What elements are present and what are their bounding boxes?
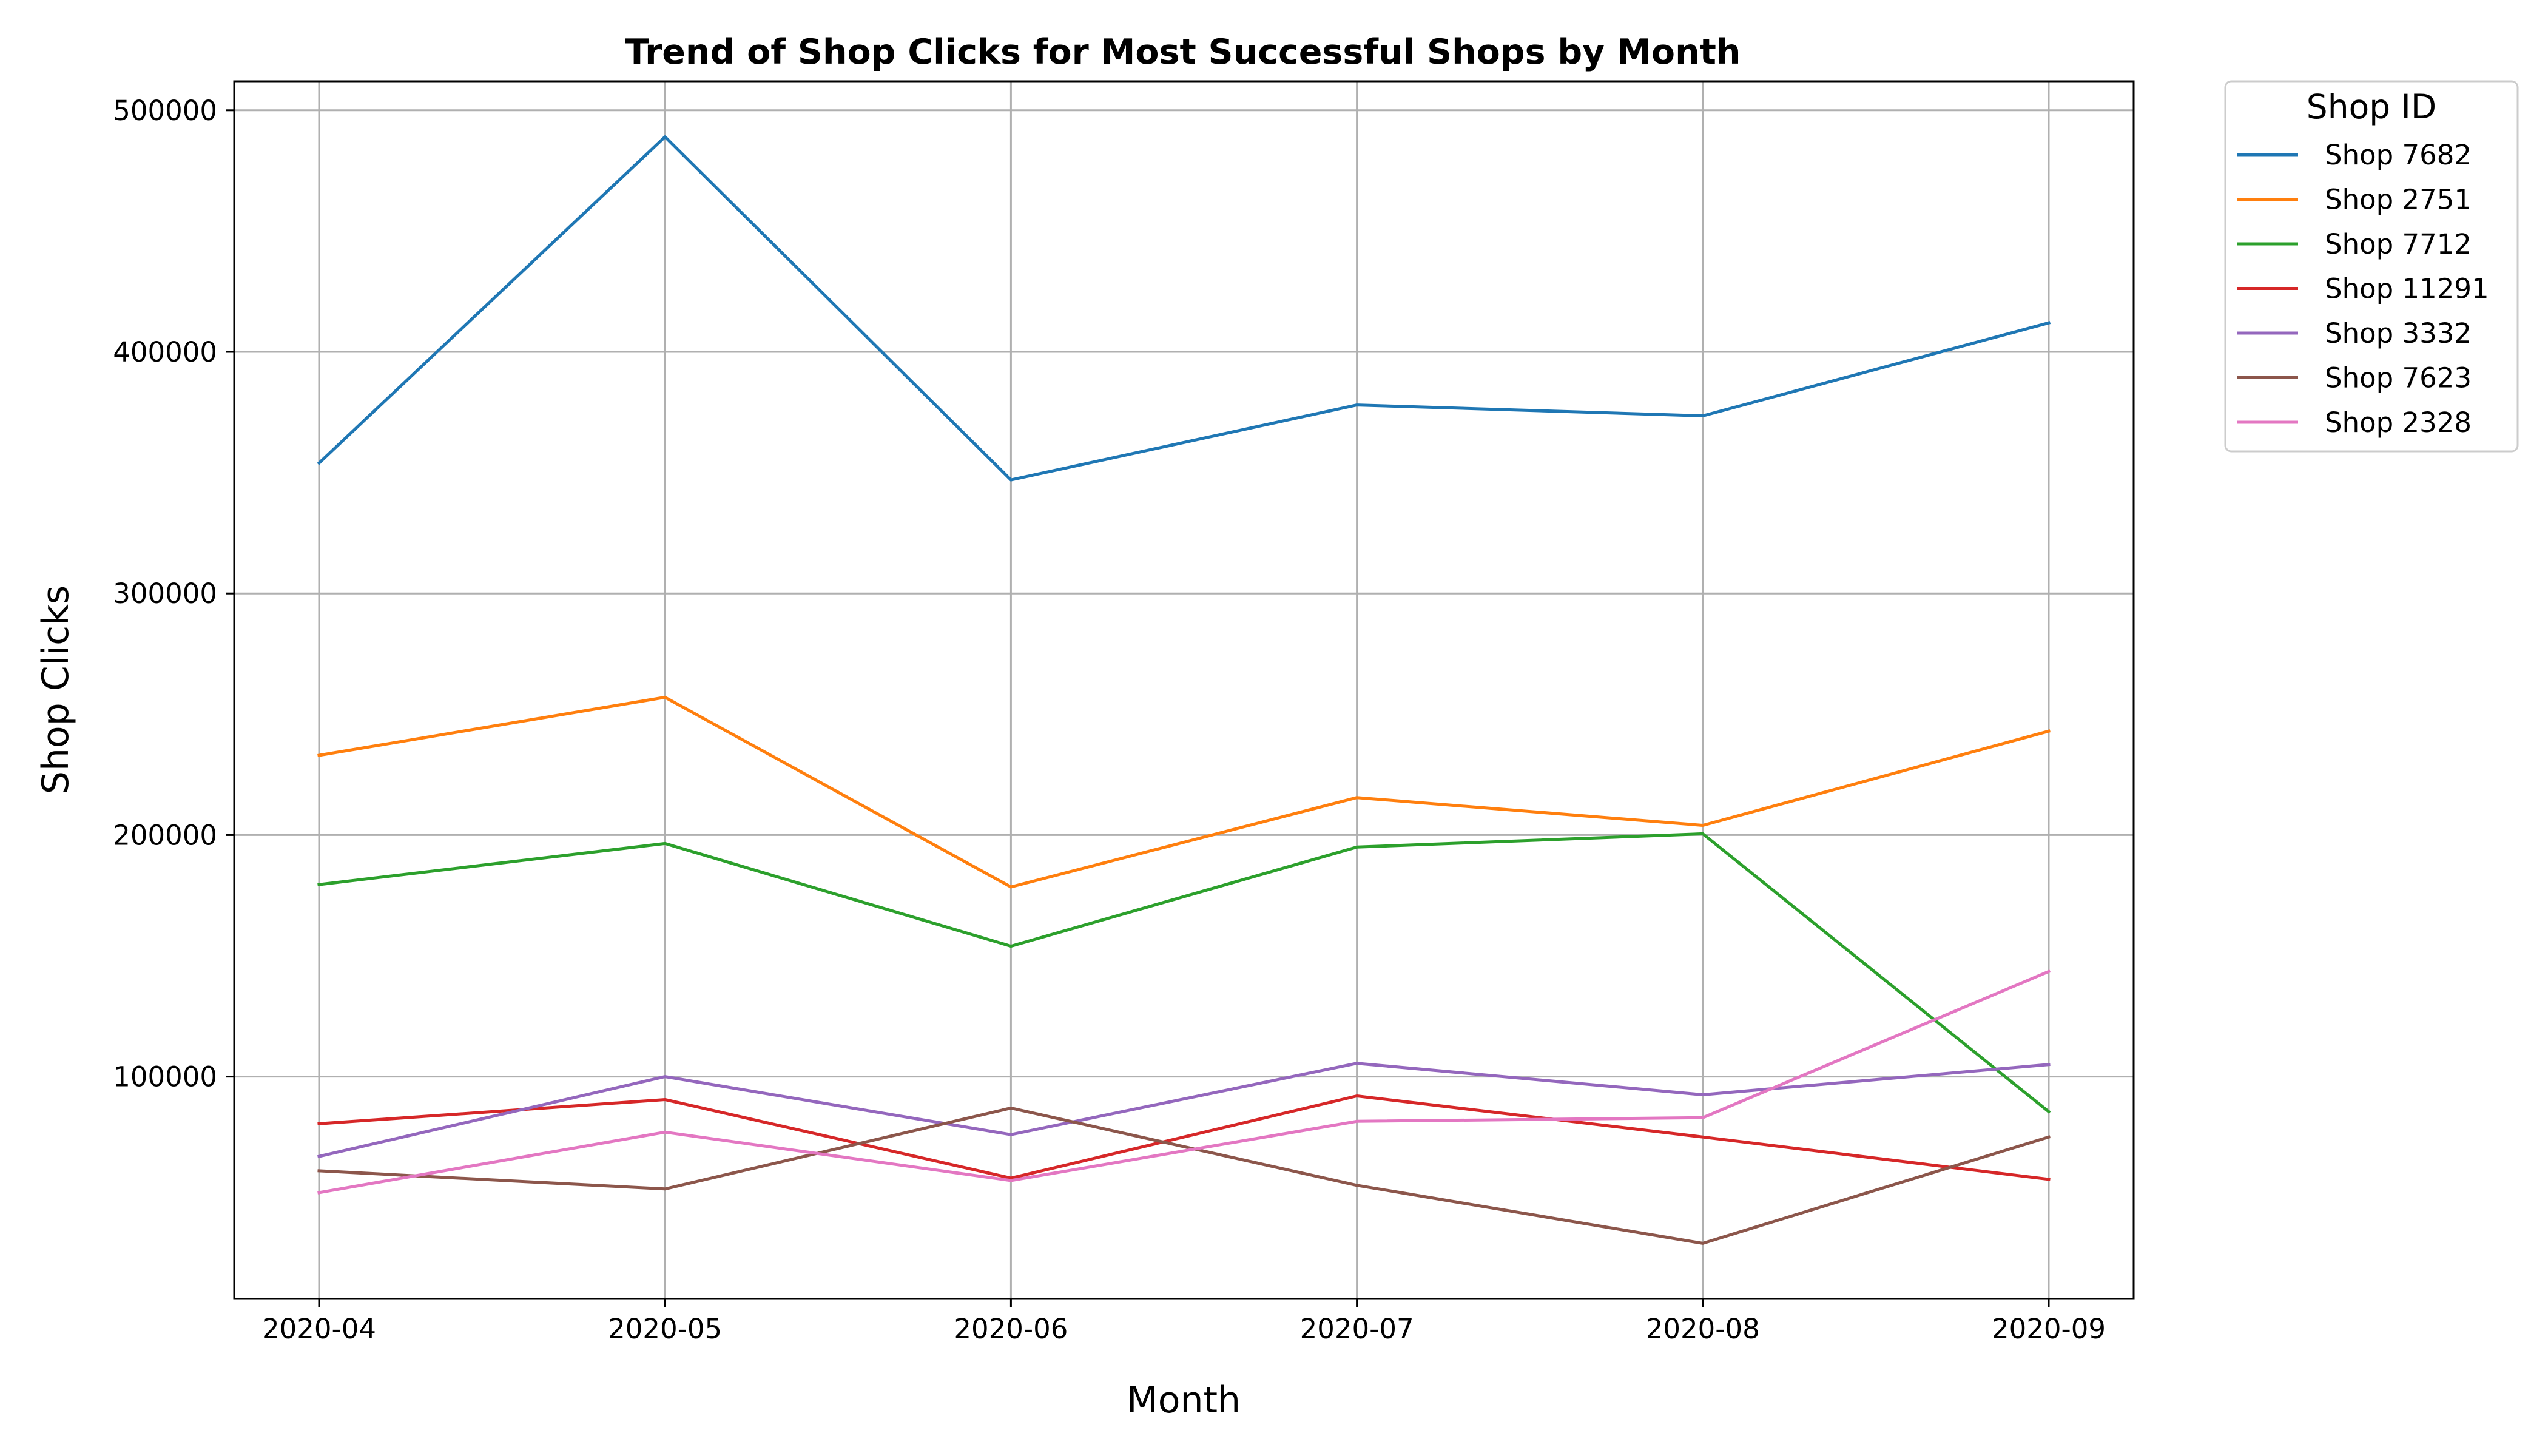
y-tick-label: 500000	[113, 95, 217, 127]
series-line	[317, 832, 2051, 1114]
plot-frame	[233, 80, 2135, 1300]
x-tick-label: 2020-04	[262, 1313, 376, 1345]
y-tick-label: 200000	[113, 819, 217, 851]
y-tick-label: 100000	[113, 1061, 217, 1093]
x-tick-label: 2020-06	[954, 1313, 1068, 1345]
series-lines	[317, 135, 2051, 1245]
x-tick-label: 2020-07	[1300, 1313, 1414, 1345]
legend-label: Shop 11291	[2325, 273, 2489, 305]
x-tick-label: 2020-08	[1646, 1313, 1760, 1345]
x-axis-label: Month	[1127, 1379, 1241, 1421]
legend-title: Shop ID	[2307, 87, 2436, 126]
y-axis: 100000 200000 300000 400000 500000	[113, 95, 234, 1093]
x-tick-label: 2020-05	[608, 1313, 722, 1345]
x-axis: 2020-04 2020-05 2020-06 2020-07 2020-08 2020-…	[262, 1299, 2106, 1345]
legend-label: Shop 7682	[2325, 139, 2472, 171]
y-tick-label: 400000	[113, 336, 217, 368]
series-line	[317, 969, 2051, 1195]
x-tick-label: 2020-09	[1992, 1313, 2106, 1345]
series-line	[317, 1062, 2051, 1159]
legend-label: Shop 2751	[2325, 184, 2472, 216]
legend-label: Shop 7623	[2325, 362, 2472, 394]
y-axis-label: Shop Clicks	[35, 585, 77, 794]
series-line	[317, 695, 2051, 889]
legend-label: Shop 3332	[2325, 317, 2472, 349]
legend-items: Shop 7682 Shop 2751 Shop 7712 Shop 11291 Sho…	[2237, 139, 2489, 439]
legend-label: Shop 2328	[2325, 406, 2472, 439]
legend-frame	[2224, 80, 2519, 453]
chart-title: Trend of Shop Clicks for Most Successful…	[625, 32, 1741, 72]
gridlines	[234, 81, 2134, 1299]
legend-label: Shop 7712	[2325, 228, 2472, 260]
series-line	[317, 1106, 2051, 1245]
y-tick-label: 300000	[113, 578, 217, 610]
series-line	[317, 1094, 2051, 1181]
series-line	[317, 135, 2051, 482]
